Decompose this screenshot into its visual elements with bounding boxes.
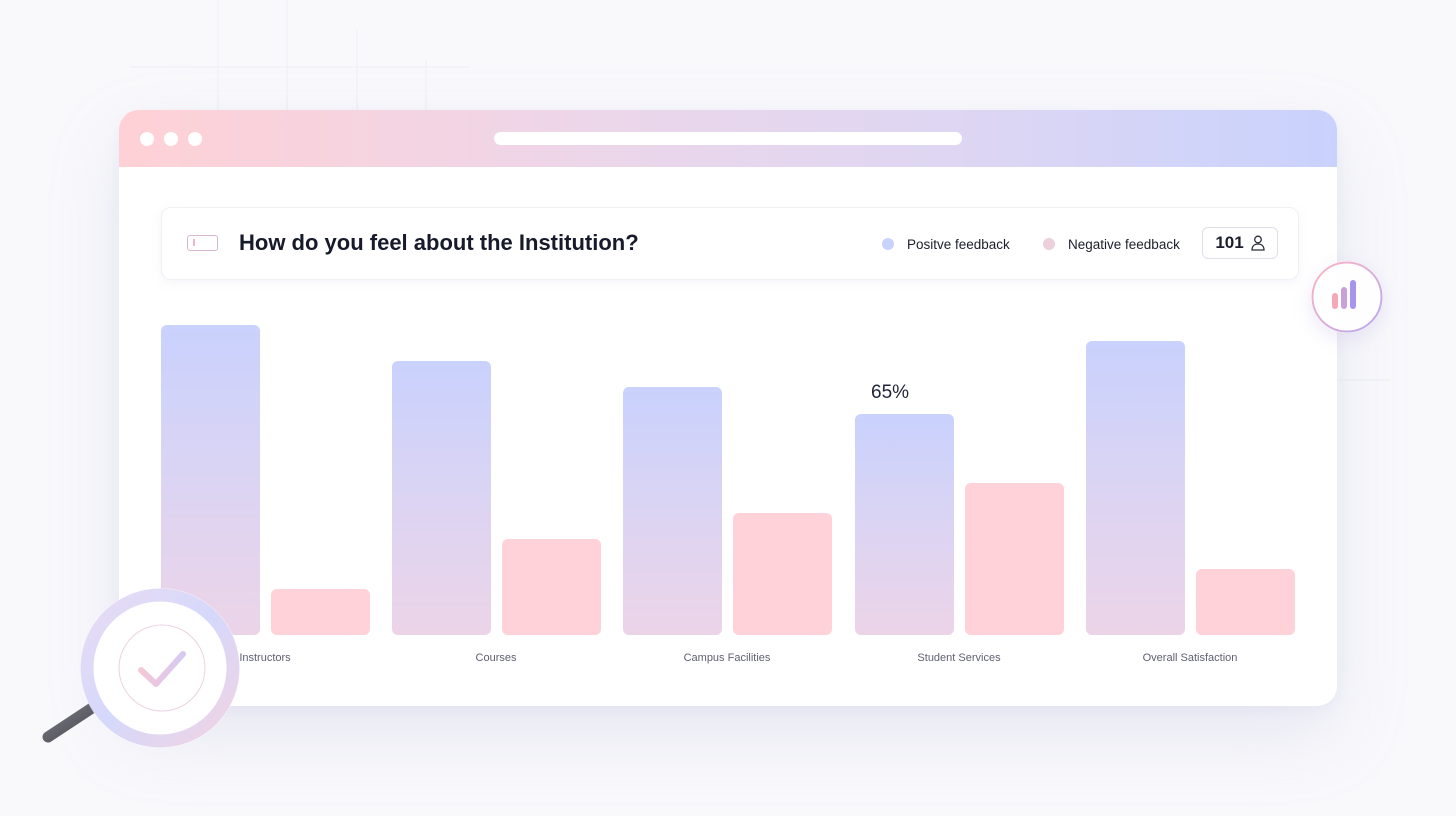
bar-positive[interactable] — [623, 387, 722, 635]
window-control-dot[interactable] — [188, 132, 202, 146]
legend-positive: Positve feedback — [882, 234, 1010, 254]
legend-dot-positive — [882, 238, 894, 250]
bar-negative[interactable] — [733, 513, 832, 635]
question-title: How do you feel about the Institution? — [239, 230, 639, 255]
survey-question-header: How do you feel about the Institution? P… — [161, 207, 1299, 280]
legend-dot-negative — [1043, 238, 1055, 250]
category-label: Instructors — [239, 652, 291, 664]
bar-positive[interactable] — [855, 414, 954, 635]
form-icon — [187, 235, 218, 251]
magnifying-glass-checkmark-icon — [42, 588, 240, 748]
legend-negative: Negative feedback — [1043, 234, 1180, 254]
legend-label: Positve feedback — [907, 236, 1010, 252]
address-bar[interactable] — [494, 132, 962, 145]
category-label: Student Services — [917, 652, 1001, 664]
window-control-dot[interactable] — [164, 132, 178, 146]
respondent-count[interactable]: 101 — [1202, 227, 1278, 259]
bar-positive[interactable] — [1086, 341, 1185, 635]
window-titlebar — [119, 110, 1337, 167]
bar-positive[interactable] — [392, 361, 491, 635]
user-icon — [1251, 235, 1265, 251]
bar-negative[interactable] — [965, 483, 1064, 635]
window-control-dot[interactable] — [140, 132, 154, 146]
stats-badge[interactable] — [1311, 261, 1383, 333]
bar-chart-icon — [1311, 261, 1383, 333]
category-label: Campus Facilities — [683, 652, 771, 664]
category-label: Courses — [475, 652, 517, 664]
respondent-count-value: 101 — [1215, 233, 1244, 252]
category-label: Overall Satisfaction — [1142, 652, 1238, 664]
bar-positive[interactable] — [161, 325, 260, 635]
browser-window: How do you feel about the Institution? P… — [119, 110, 1337, 706]
bar-negative[interactable] — [271, 589, 370, 635]
bar-negative[interactable] — [1196, 569, 1295, 635]
feedback-bar-chart: Instructors Courses Campus Facilities Stude… — [119, 110, 1337, 706]
bar-value-label: 65% — [871, 382, 910, 403]
legend-label: Negative feedback — [1068, 236, 1180, 252]
bar-negative[interactable] — [502, 539, 601, 635]
